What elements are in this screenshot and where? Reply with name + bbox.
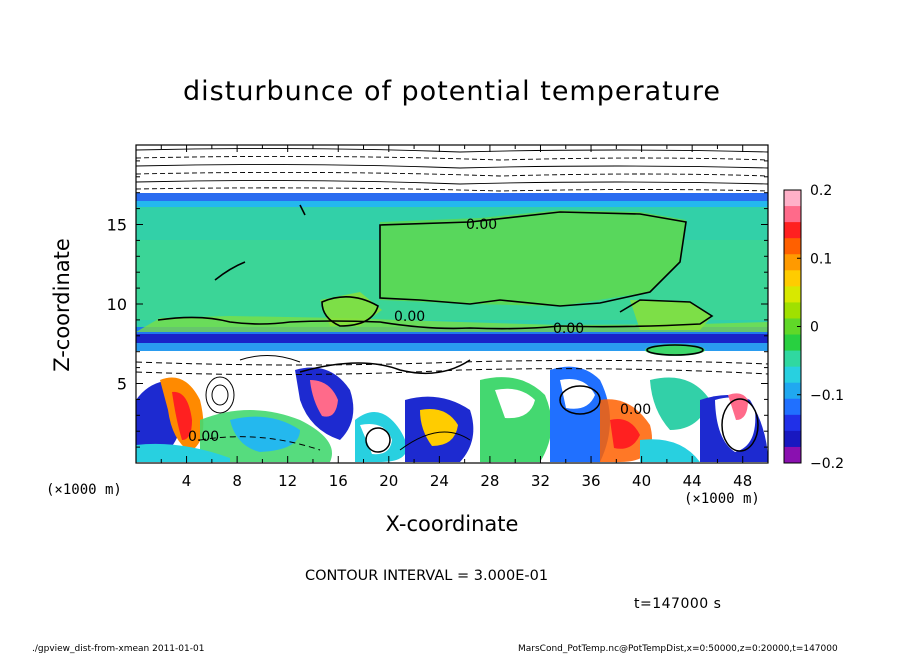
contour-label: 0.00 — [394, 309, 425, 325]
y-axis: 5 10 15 — [107, 144, 768, 464]
x-axis: 4 8 12 16 20 24 28 32 36 40 44 48 — [135, 145, 769, 490]
footer-left: ./gpview_dist-from-xmean 2011-01-01 — [32, 644, 205, 654]
colorbar-swatch — [784, 446, 801, 464]
contour-label: 0.00 — [466, 217, 497, 233]
x-axis-label: X-coordinate — [385, 512, 519, 536]
colorbar-swatch — [784, 350, 801, 368]
x-tick-label: 20 — [379, 472, 398, 490]
colorbar-swatch — [784, 302, 801, 319]
x-tick-label: 24 — [430, 472, 449, 490]
x-tick-label: 16 — [329, 472, 348, 490]
colorbar-swatch — [784, 190, 801, 207]
colorbar: 0.2 0.1 0 −0.1 −0.2 — [783, 183, 844, 472]
heatmap-field: 0.00 0.00 0.00 0.00 0.00 — [136, 145, 768, 463]
x-tick-label: 12 — [278, 472, 297, 490]
contour-label: 0.00 — [188, 429, 219, 445]
x-unit-label-left: (×1000 m) — [46, 482, 122, 498]
x-tick-label: 48 — [733, 472, 752, 490]
y-tick-label: 10 — [107, 295, 127, 314]
x-tick-label: 28 — [480, 472, 499, 490]
contour-label: 0.00 — [553, 321, 584, 337]
x-tick-label: 44 — [683, 472, 702, 490]
colorbar-swatch — [784, 286, 801, 303]
colorbar-tick-label: −0.2 — [810, 456, 844, 472]
colorbar-swatch — [784, 254, 801, 271]
colorbar-tick-label: 0.1 — [810, 251, 832, 267]
time-label: t=147000 s — [634, 596, 722, 612]
x-unit-label-right: (×1000 m) — [684, 491, 760, 507]
colorbar-swatch — [784, 382, 801, 400]
colorbar-swatch — [784, 414, 801, 432]
y-tick-label: 15 — [107, 216, 127, 235]
colorbar-swatch — [784, 334, 801, 352]
colorbar-swatch — [784, 430, 801, 448]
x-tick-label: 36 — [581, 472, 600, 490]
contour-interval-text: CONTOUR INTERVAL = 3.000E-01 — [305, 568, 549, 584]
colorbar-swatch — [784, 222, 801, 239]
y-tick-label: 5 — [117, 375, 127, 394]
colorbar-tick-label: 0 — [810, 320, 819, 336]
footer-right: MarsCond_PotTemp.nc@PotTempDist,x=0:5000… — [518, 644, 838, 654]
x-tick-label: 4 — [182, 472, 192, 490]
colorbar-tick-label: 0.2 — [810, 183, 832, 199]
colorbar-swatch — [784, 206, 801, 223]
colorbar-swatch — [784, 318, 801, 336]
x-tick-label: 40 — [632, 472, 651, 490]
chart-title: disturbunce of potential temperature — [183, 76, 721, 107]
contour-label: 0.00 — [620, 402, 651, 418]
colorbar-swatch — [784, 270, 801, 287]
x-tick-label: 32 — [531, 472, 550, 490]
colorbar-swatch — [784, 398, 801, 416]
x-tick-label: 8 — [232, 472, 242, 490]
colorbar-tick-label: −0.1 — [810, 388, 844, 404]
colorbar-swatch — [784, 366, 801, 384]
colorbar-swatch — [784, 238, 801, 255]
